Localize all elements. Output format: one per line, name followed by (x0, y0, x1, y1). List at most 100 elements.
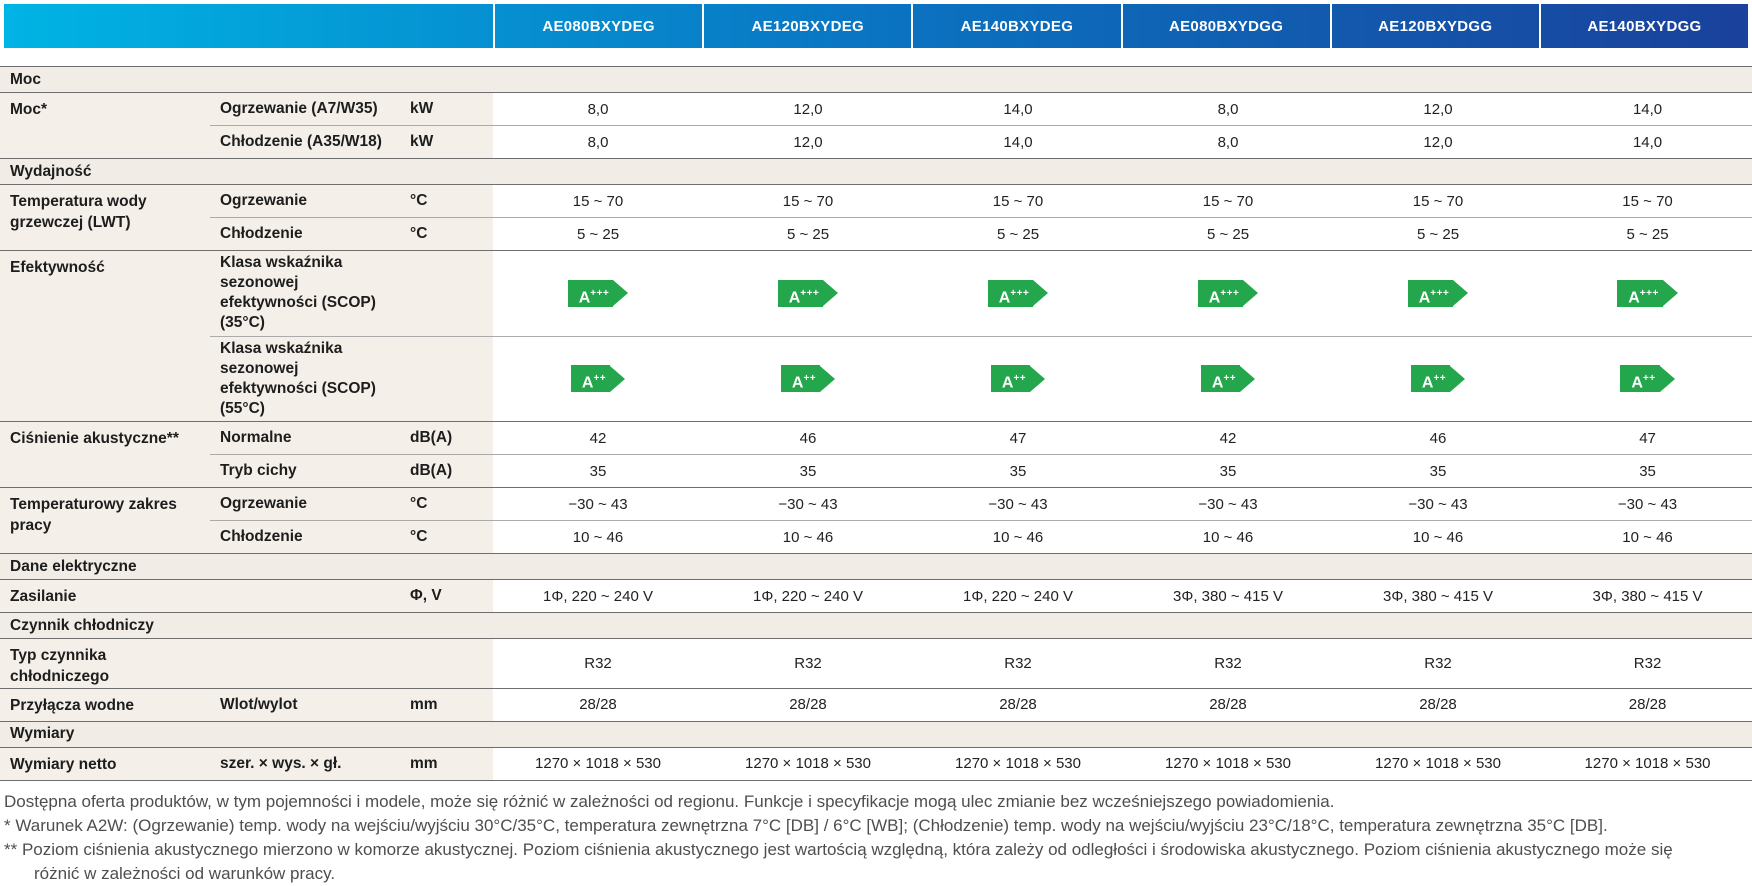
value-cell: 28/28 (1333, 687, 1543, 722)
value-cell: 8,0 (1123, 92, 1333, 126)
row-sublabel: Chłodzenie (210, 217, 402, 251)
value-cell: A++ (913, 335, 1123, 422)
energy-class-label: A++ (780, 365, 821, 393)
energy-class-badge: A+++ (567, 279, 629, 307)
row-sublabel: Klasa wskaźnika sezonowej efektywności (… (210, 250, 402, 337)
value-cell: −30 ~ 43 (703, 487, 913, 521)
row-label: Ciśnienie akustyczne** (0, 421, 210, 488)
energy-class-badge: A++ (780, 365, 836, 393)
row-sublabel: szer. × wys. × gł. (210, 746, 402, 781)
value-cell: 1270 × 1018 × 530 (913, 746, 1123, 781)
row-sublabel: Tryb cichy (210, 454, 402, 488)
row-unit (402, 335, 493, 422)
energy-class-badge: A+++ (987, 279, 1049, 307)
value-cell: 46 (1333, 421, 1543, 455)
value-cell: R32 (913, 638, 1123, 689)
energy-arrow-icon (823, 280, 839, 307)
value-cell: 5 ~ 25 (1543, 217, 1752, 251)
value-cell: 10 ~ 46 (703, 520, 913, 554)
value-cell: 28/28 (1123, 687, 1333, 722)
value-cell: 42 (493, 421, 703, 455)
value-cell: 1270 × 1018 × 530 (493, 746, 703, 781)
value-cell: A++ (493, 335, 703, 422)
value-cell: 35 (703, 454, 913, 488)
energy-class-label: A+++ (567, 279, 614, 307)
model-header: AE080BXYDEG (493, 4, 702, 48)
value-cell: 1Φ, 220 ~ 240 V (493, 579, 703, 613)
value-cell: 28/28 (493, 687, 703, 722)
energy-class-label: A+++ (1407, 279, 1454, 307)
row-label: Efektywność (0, 249, 210, 422)
row-label: Typ czynnika chłodniczego (0, 638, 210, 689)
value-cell: 28/28 (1543, 687, 1752, 722)
value-cell: 5 ~ 25 (493, 217, 703, 251)
value-cell: A+++ (1543, 250, 1752, 337)
value-cell: 12,0 (703, 92, 913, 126)
row-unit: °C (402, 520, 493, 554)
value-cell: 14,0 (1543, 125, 1752, 159)
value-cell: −30 ~ 43 (1333, 487, 1543, 521)
value-cell: 12,0 (703, 125, 913, 159)
value-cell: 10 ~ 46 (493, 520, 703, 554)
energy-arrow-icon (1453, 280, 1469, 307)
row-label: Zasilanie (0, 579, 210, 613)
row-sublabel: Ogrzewanie (210, 184, 402, 218)
row-unit: dB(A) (402, 454, 493, 488)
value-cell: R32 (703, 638, 913, 689)
model-header: AE140BXYDEG (911, 4, 1120, 48)
energy-class-badge: A+++ (1197, 279, 1259, 307)
row-unit: °C (402, 487, 493, 521)
value-cell: −30 ~ 43 (913, 487, 1123, 521)
value-cell: A++ (1123, 335, 1333, 422)
row-unit (402, 638, 493, 689)
model-header: AE080BXYDGG (1120, 4, 1330, 48)
row-label: Temperatura wody grzewczej (LWT) (0, 184, 210, 251)
row-sublabel: Ogrzewanie (A7/W35) (210, 92, 402, 126)
value-cell: 35 (913, 454, 1123, 488)
value-cell: 10 ~ 46 (1333, 520, 1543, 554)
spec-table: Moc Moc* Ogrzewanie (A7/W35) kW 8,0 12,0 14,0 8… (0, 66, 1752, 781)
value-cell: 14,0 (913, 125, 1123, 159)
value-cell: 1Φ, 220 ~ 240 V (703, 579, 913, 613)
value-cell: 10 ~ 46 (913, 520, 1123, 554)
value-cell: R32 (1123, 638, 1333, 689)
spec-sheet: AE080BXYDEG AE120BXYDEG AE140BXYDEG AE080BX… (0, 4, 1752, 886)
value-cell: A++ (1333, 335, 1543, 422)
energy-class-badge: A++ (1410, 365, 1466, 393)
value-cell: 1270 × 1018 × 530 (1333, 746, 1543, 781)
value-cell: 14,0 (1543, 92, 1752, 126)
energy-arrow-icon (1033, 280, 1049, 307)
section-label: Wymiary (0, 720, 1752, 748)
row-label: Moc* (0, 92, 210, 159)
value-cell: 15 ~ 70 (493, 184, 703, 218)
value-cell: 35 (1123, 454, 1333, 488)
value-cell: 14,0 (913, 92, 1123, 126)
section-label: Czynnik chłodniczy (0, 612, 1752, 640)
models-header-bar: AE080BXYDEG AE120BXYDEG AE140BXYDEG AE080BX… (4, 4, 1748, 48)
energy-class-badge: A++ (570, 365, 626, 393)
footnote: ** Poziom ciśnienia akustycznego mierzon… (4, 839, 1673, 859)
row-label: Przyłącza wodne (0, 687, 210, 722)
value-cell: 8,0 (493, 92, 703, 126)
row-unit: mm (402, 746, 493, 781)
row-sublabel: Ogrzewanie (210, 487, 402, 521)
value-cell: 5 ~ 25 (913, 217, 1123, 251)
row-unit: Φ, V (402, 579, 493, 613)
energy-class-badge: A++ (1200, 365, 1256, 393)
energy-arrow-icon (1030, 365, 1046, 392)
value-cell: 10 ~ 46 (1543, 520, 1752, 554)
energy-class-label: A+++ (1197, 279, 1244, 307)
value-cell: 47 (913, 421, 1123, 455)
models-header-spacer (4, 4, 493, 48)
row-sublabel: Klasa wskaźnika sezonowej efektywności (… (210, 335, 402, 422)
value-cell: −30 ~ 43 (493, 487, 703, 521)
value-cell: 12,0 (1333, 125, 1543, 159)
row-sublabel (210, 579, 402, 613)
energy-class-label: A+++ (987, 279, 1034, 307)
footnote: Dostępna oferta produktów, w tym pojemno… (4, 791, 1335, 811)
model-header: AE120BXYDEG (702, 4, 911, 48)
value-cell: 5 ~ 25 (1123, 217, 1333, 251)
value-cell: A++ (703, 335, 913, 422)
energy-class-badge: A++ (1620, 365, 1675, 393)
energy-class-label: A+++ (777, 279, 824, 307)
